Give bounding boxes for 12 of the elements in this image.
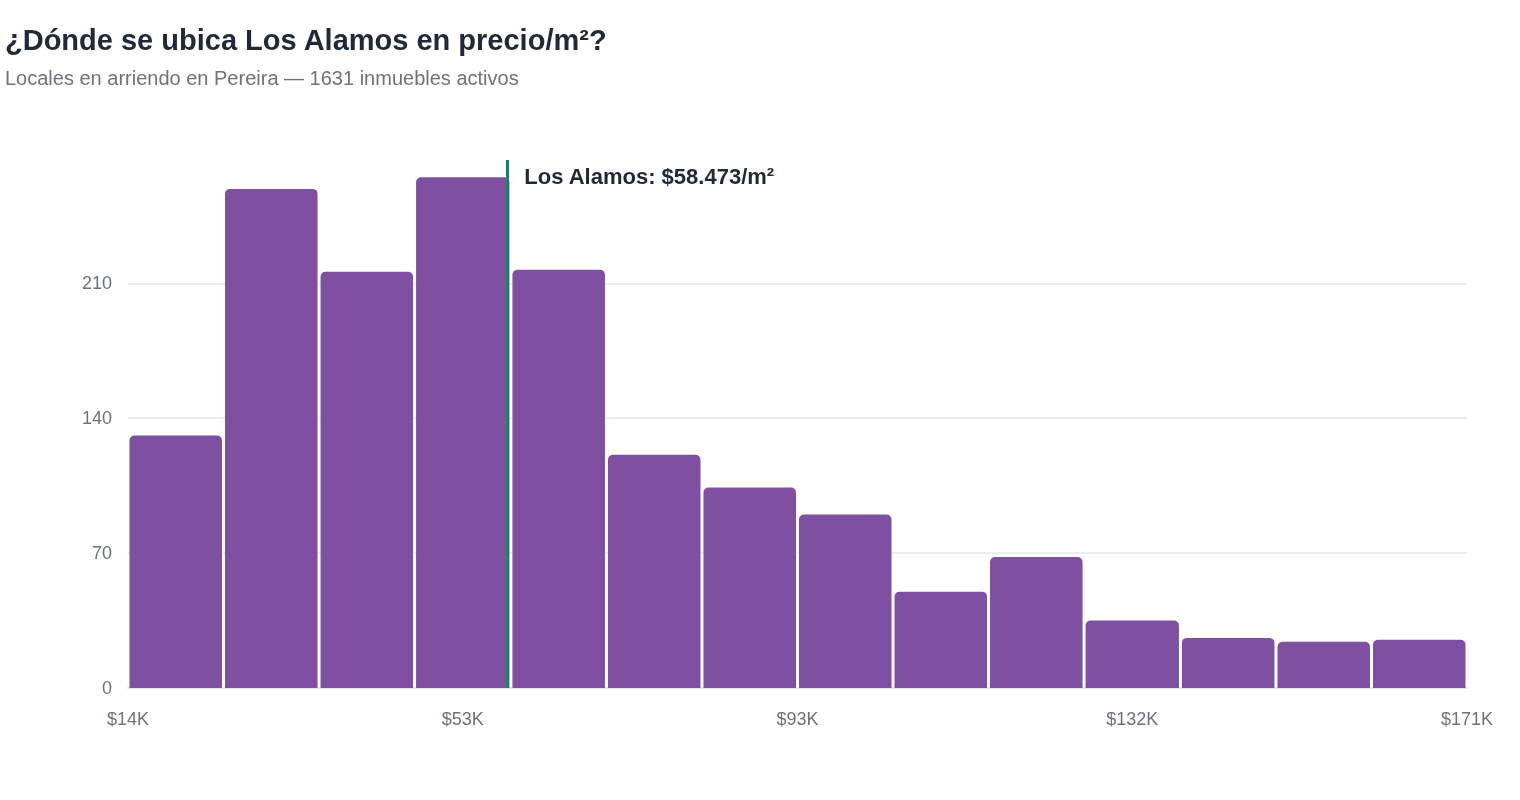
x-tick-label: $53K bbox=[441, 709, 484, 729]
x-tick-label: $171K bbox=[1440, 709, 1494, 729]
chart-subtitle: Locales en arriendo en Pereira — 1631 inmuebles activos bbox=[5, 67, 519, 89]
y-tick-label: 140 bbox=[81, 408, 112, 429]
y-tick-label: 0 bbox=[101, 678, 112, 698]
chart-title: ¿Dónde se ubica Los Alamos en precio/m²? bbox=[5, 23, 607, 56]
y-tick-label: 210 bbox=[81, 273, 112, 294]
x-tick-label: $132K bbox=[1106, 709, 1159, 729]
x-tick-label: $14K bbox=[106, 709, 150, 729]
y-tick-label: 70 bbox=[91, 543, 112, 564]
x-tick-label: $93K bbox=[776, 709, 819, 729]
ref-line-label: Los Alamos: $58.473/m² bbox=[524, 163, 775, 189]
